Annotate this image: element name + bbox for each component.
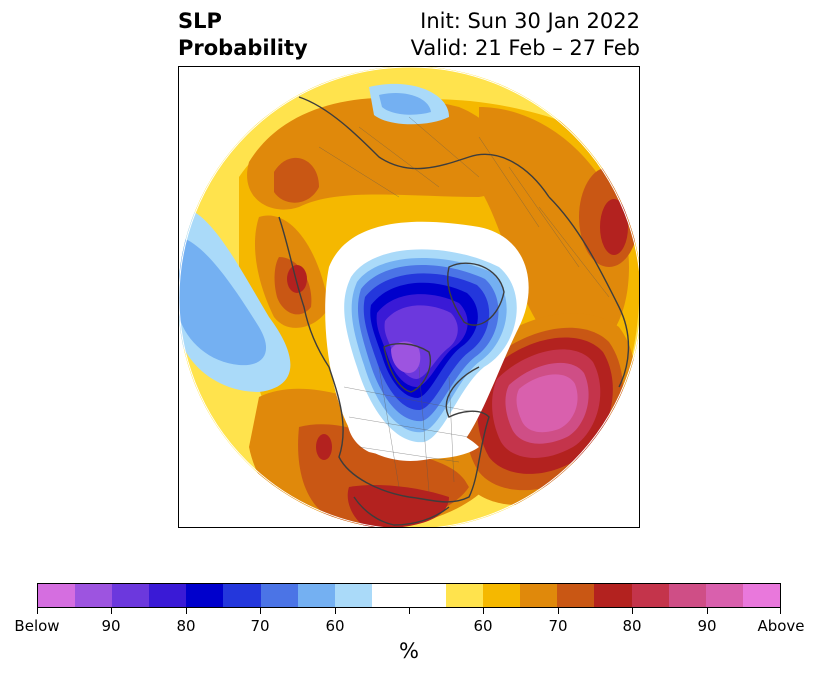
colorbar-tick-label: Below bbox=[14, 617, 60, 635]
colorbar-tick bbox=[632, 608, 633, 614]
colorbar-tick bbox=[707, 608, 708, 614]
colorbar-tick-label: 80 bbox=[622, 617, 642, 635]
init-date: Init: Sun 30 Jan 2022 bbox=[420, 9, 640, 33]
colorbar-swatch bbox=[260, 584, 298, 607]
pacific-coast bbox=[278, 216, 330, 368]
map-title: SLP Probability bbox=[178, 8, 308, 62]
north-america-coast bbox=[328, 366, 490, 503]
europe-peak bbox=[274, 157, 319, 203]
border-lines-na bbox=[343, 366, 475, 493]
hudson-bay-coast bbox=[383, 343, 431, 393]
colorbar-unit-label: % bbox=[399, 639, 419, 663]
valid-range: Valid: 21 Feb – 27 Feb bbox=[410, 36, 640, 60]
colorbar-tick bbox=[558, 608, 559, 614]
arctic-low-core bbox=[391, 341, 421, 373]
eastern-mediterranean-core bbox=[600, 199, 628, 255]
gulf-core bbox=[347, 485, 449, 527]
colorbar-swatch bbox=[371, 584, 409, 607]
colorbar-tick-label: 70 bbox=[548, 617, 568, 635]
colorbar-swatch bbox=[520, 584, 558, 607]
colorbar-swatch bbox=[705, 584, 743, 607]
colorbar-swatch bbox=[75, 584, 113, 607]
polar-map-canvas bbox=[179, 67, 639, 527]
grid-lines bbox=[318, 116, 610, 493]
greenland-coast bbox=[447, 262, 505, 326]
colorbar-swatch bbox=[742, 584, 780, 607]
coastlines bbox=[278, 96, 630, 526]
colorbar-tick-label: 90 bbox=[697, 617, 717, 635]
border-lines-eurasia bbox=[318, 116, 610, 298]
north-atlantic-below-core bbox=[379, 92, 431, 115]
colorbar-swatch bbox=[223, 584, 261, 607]
colorbar bbox=[37, 583, 781, 608]
colorbar-swatch bbox=[668, 584, 706, 607]
southwest-core bbox=[316, 434, 332, 460]
variable-label: SLP bbox=[178, 9, 222, 33]
colorbar-swatch bbox=[557, 584, 595, 607]
colorbar-swatch bbox=[594, 584, 632, 607]
colorbar-tick-label: 60 bbox=[325, 617, 345, 635]
colorbar-tick bbox=[260, 608, 261, 614]
colorbar-tick bbox=[483, 608, 484, 614]
asia-coast bbox=[548, 196, 630, 388]
colorbar-swatch bbox=[186, 584, 224, 607]
colorbar-tick bbox=[111, 608, 112, 614]
colorbar-tick bbox=[780, 608, 781, 614]
north-pacific-inner bbox=[179, 237, 267, 366]
colorbar-swatch bbox=[483, 584, 521, 607]
europe-coast bbox=[298, 96, 550, 198]
product-label: Probability bbox=[178, 36, 308, 60]
colorbar-center-tick bbox=[409, 608, 410, 614]
colorbar-tick-label: 90 bbox=[101, 617, 121, 635]
colorbar-tick-label: Above bbox=[757, 617, 805, 635]
pacific-coast-core bbox=[287, 265, 307, 293]
colorbar-swatch bbox=[408, 584, 447, 607]
colorbar-tick-label: 70 bbox=[250, 617, 270, 635]
atlantic-level-above bbox=[516, 374, 578, 433]
colorbar-tick bbox=[335, 608, 336, 614]
colorbar-tick-label: 80 bbox=[176, 617, 196, 635]
polar-map bbox=[178, 66, 640, 528]
siberia-above-anomaly bbox=[479, 107, 629, 353]
mexico-coast bbox=[353, 496, 450, 526]
colorbar-tick-label: 60 bbox=[473, 617, 493, 635]
colorbar-swatch bbox=[38, 584, 76, 607]
colorbar-swatch bbox=[334, 584, 372, 607]
colorbar-tick bbox=[37, 608, 38, 614]
colorbar-swatch bbox=[446, 584, 484, 607]
forecast-dates: Init: Sun 30 Jan 2022 Valid: 21 Feb – 27… bbox=[411, 8, 640, 62]
colorbar-swatch bbox=[112, 584, 150, 607]
colorbar-tick bbox=[186, 608, 187, 614]
colorbar-swatch bbox=[149, 584, 187, 607]
colorbar-swatch bbox=[631, 584, 669, 607]
probability-field bbox=[179, 67, 639, 527]
colorbar-swatch bbox=[297, 584, 335, 607]
